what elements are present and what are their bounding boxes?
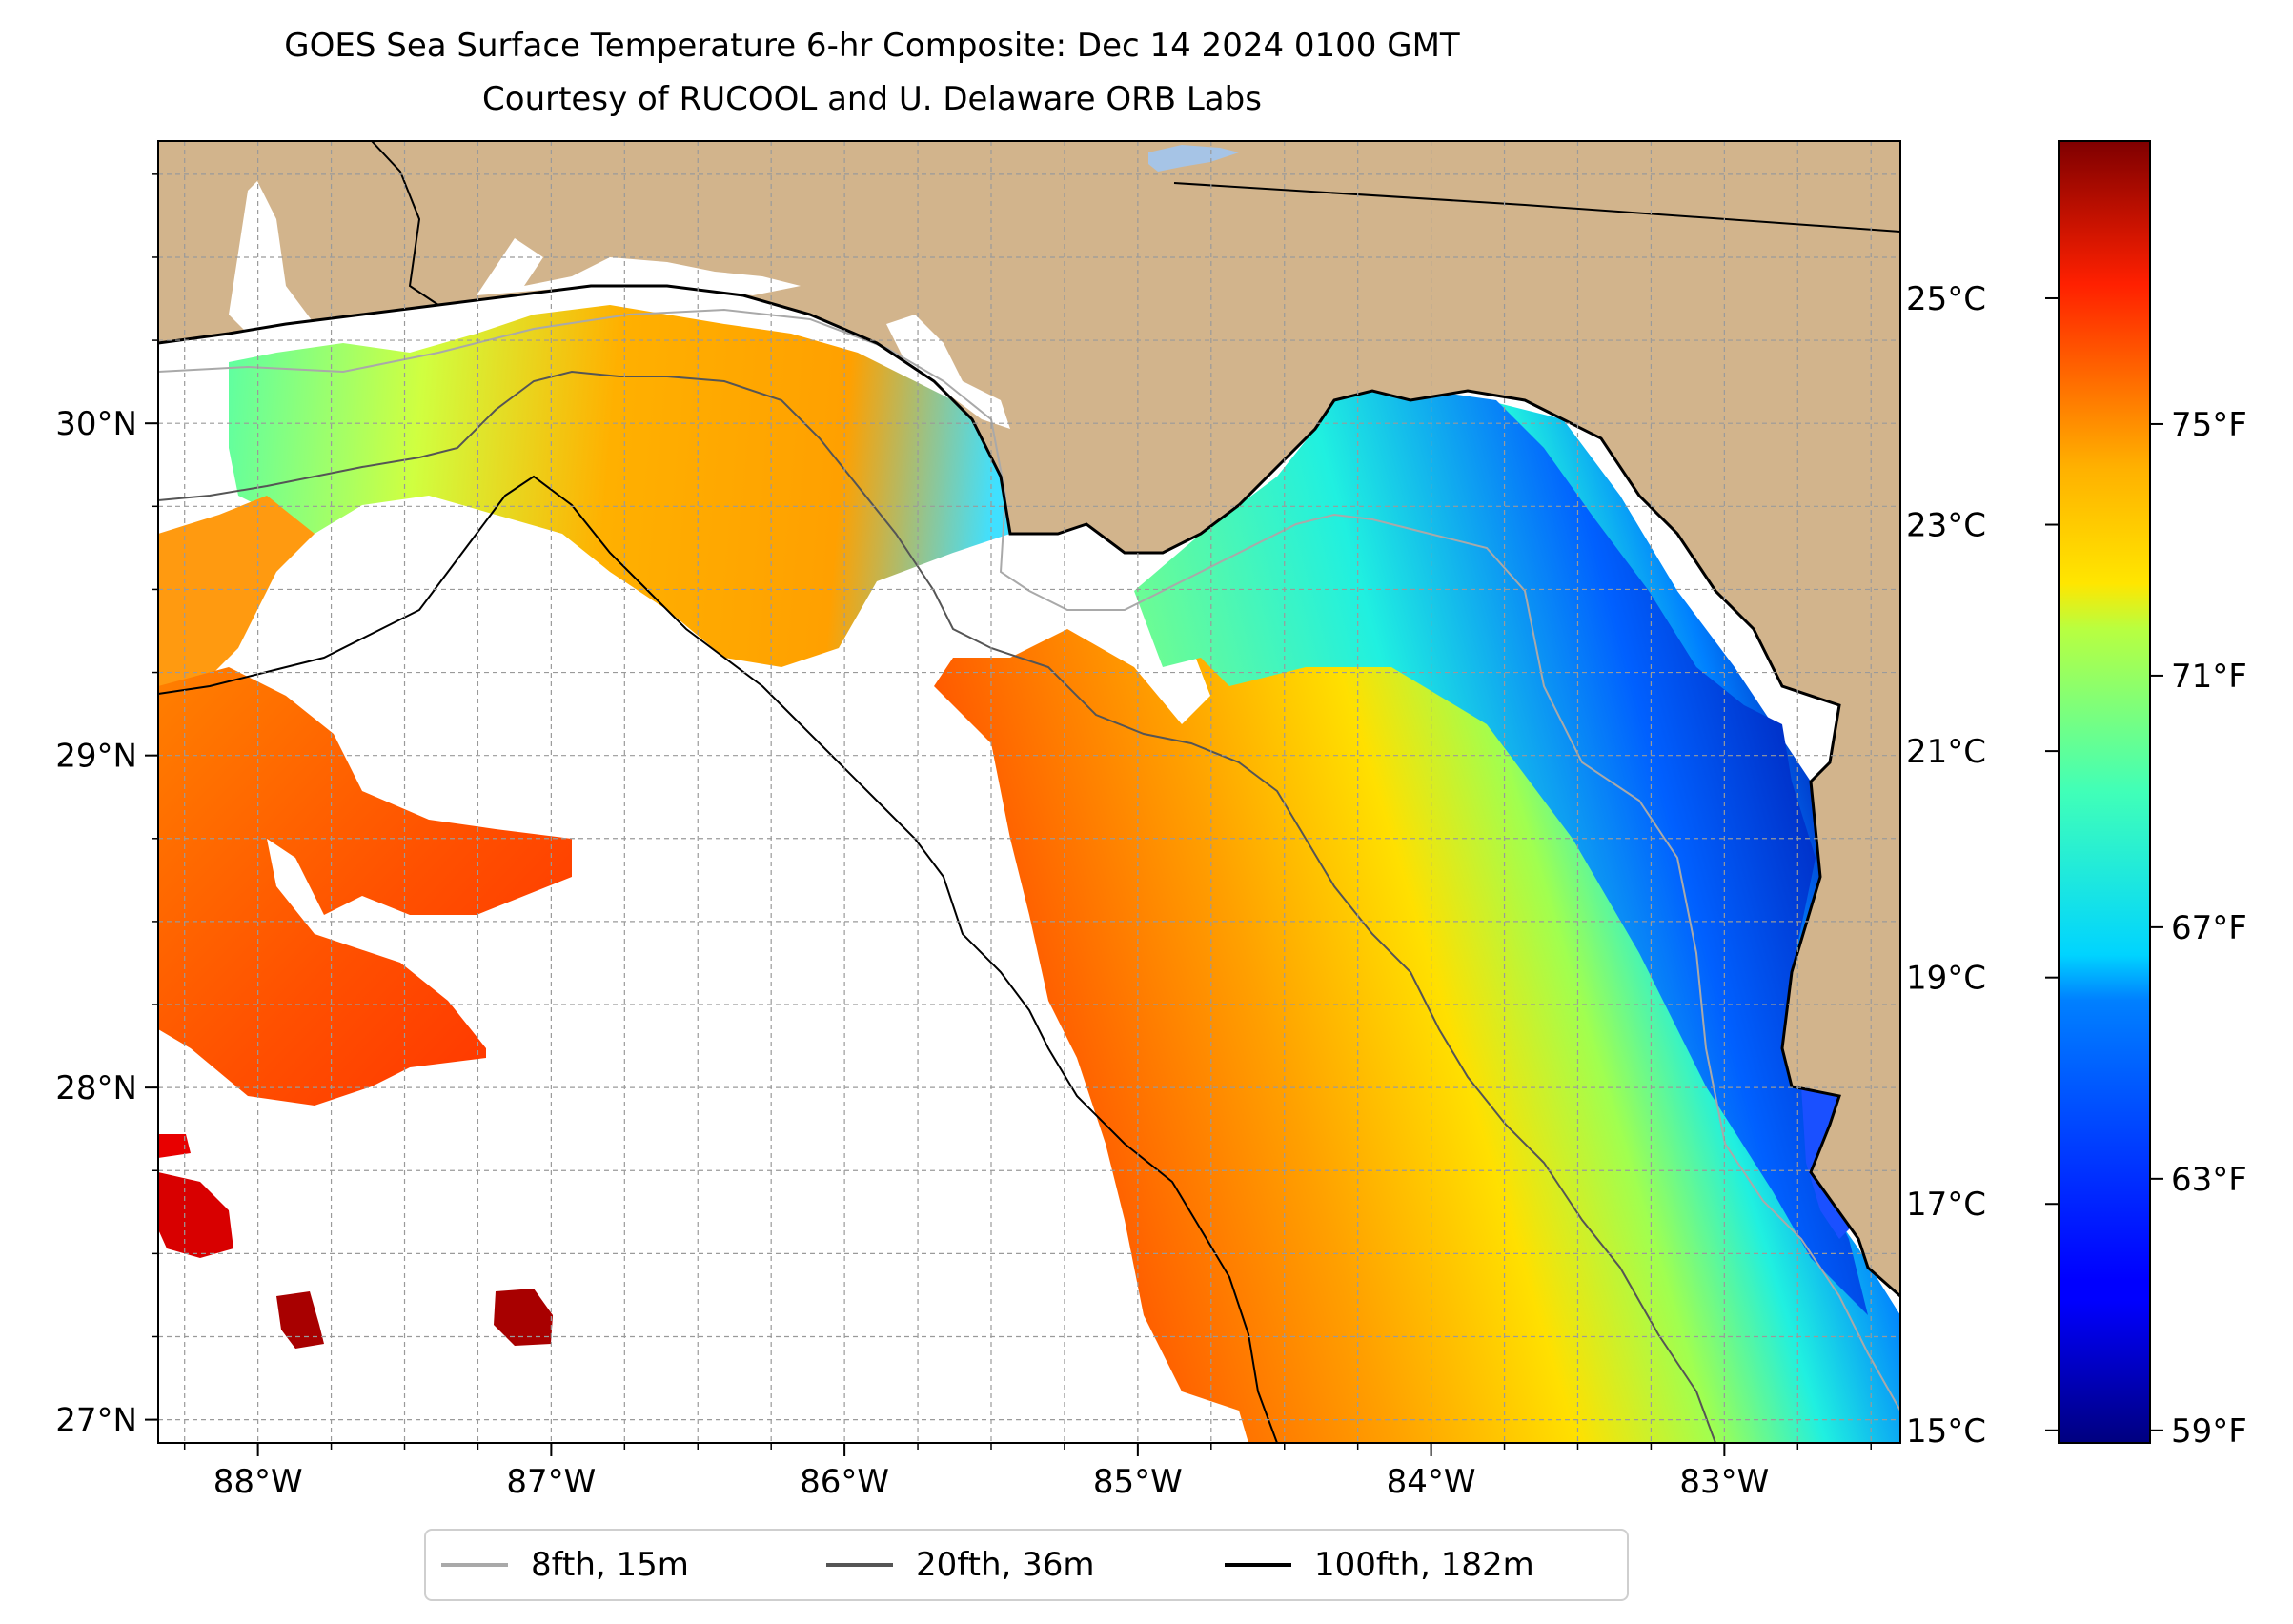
colorbar-label-fahrenheit: 71°F (2171, 658, 2247, 696)
sst-panhandle-patch (229, 305, 1010, 667)
colorbar-label-fahrenheit: 75°F (2171, 406, 2247, 444)
contour-182m (158, 475, 1278, 1443)
colorbar-label-fahrenheit: 63°F (2171, 1161, 2247, 1199)
y-tick-label: 30°N (55, 405, 137, 443)
x-tick-label: 86°W (800, 1463, 889, 1501)
coastline (158, 284, 1900, 1298)
x-tick-label: 87°W (506, 1463, 596, 1501)
gridlines (158, 141, 1900, 1443)
legend-swatch-8fth (441, 1563, 508, 1567)
sst-warm-blob-2 (276, 1291, 324, 1349)
x-tick-label: 85°W (1093, 1463, 1183, 1501)
sst-westcoast-patch (158, 496, 315, 705)
inland-boundary (371, 141, 439, 306)
map-plot-area (158, 141, 1900, 1443)
sst-warm-blob-1 (158, 1172, 233, 1258)
pensacola-bay-water (477, 238, 801, 295)
colorbar-label-celsius: 23°C (1906, 507, 1986, 545)
legend-item-100fth: 100fth, 182m (1225, 1546, 1534, 1584)
lake-water (1148, 145, 1239, 172)
x-tick-label: 83°W (1679, 1463, 1769, 1501)
map-subtitle: Courtesy of RUCOOL and U. Delaware ORB L… (482, 80, 1262, 118)
colorbar-label-fahrenheit: 59°F (2171, 1412, 2247, 1451)
colorbar-label-celsius: 25°C (1906, 280, 1986, 318)
colorbar-ticks: 15°C 17°C 19°C 21°C 23°C 25°C 59°F 63°F 67°F 71°F… (1906, 280, 2247, 1451)
colorbar-label-celsius: 15°C (1906, 1412, 1986, 1451)
legend-swatch-100fth (1225, 1563, 1291, 1567)
legend-item-8fth: 8fth, 15m (441, 1546, 689, 1584)
colorbar-label-celsius: 21°C (1906, 733, 1986, 771)
y-tick-label: 27°N (55, 1402, 137, 1440)
colorbar-label-celsius: 17°C (1906, 1186, 1986, 1224)
legend-label-100fth: 100fth, 182m (1314, 1546, 1534, 1584)
map-frame (157, 140, 1901, 1444)
sst-bigbend-patch (1134, 391, 1868, 1315)
state-border (1173, 182, 1900, 233)
legend-label-20fth: 20fth, 36m (916, 1546, 1095, 1584)
y-tick-label: 28°N (55, 1069, 137, 1107)
colorbar-gradient (2058, 140, 2151, 1444)
contour-15m (158, 308, 1900, 1411)
legend-label-8fth: 8fth, 15m (531, 1546, 689, 1584)
axis-ticks: 88°W 87°W 86°W 85°W 84°W 83°W 27°N 28°N 29°N 30°N (55, 173, 1872, 1501)
land-mass (158, 141, 1900, 1296)
colorbar-label-fahrenheit: 67°F (2171, 909, 2247, 947)
legend-swatch-20fth (826, 1563, 893, 1567)
map-title: GOES Sea Surface Temperature 6-hr Compos… (284, 27, 1460, 65)
sst-offshore-patch (158, 667, 572, 1106)
y-tick-label: 29°N (55, 738, 137, 776)
colorbar-label-celsius: 19°C (1906, 960, 1986, 998)
x-tick-label: 84°W (1387, 1463, 1476, 1501)
sst-field (158, 305, 1900, 1443)
sst-warm-blob-4 (158, 1134, 191, 1158)
sst-warm-blob-3 (494, 1289, 553, 1346)
contour-legend: 8fth, 15m 20fth, 36m 100fth, 182m (424, 1529, 1629, 1601)
x-tick-label: 88°W (213, 1463, 303, 1501)
legend-item-20fth: 20fth, 36m (826, 1546, 1095, 1584)
